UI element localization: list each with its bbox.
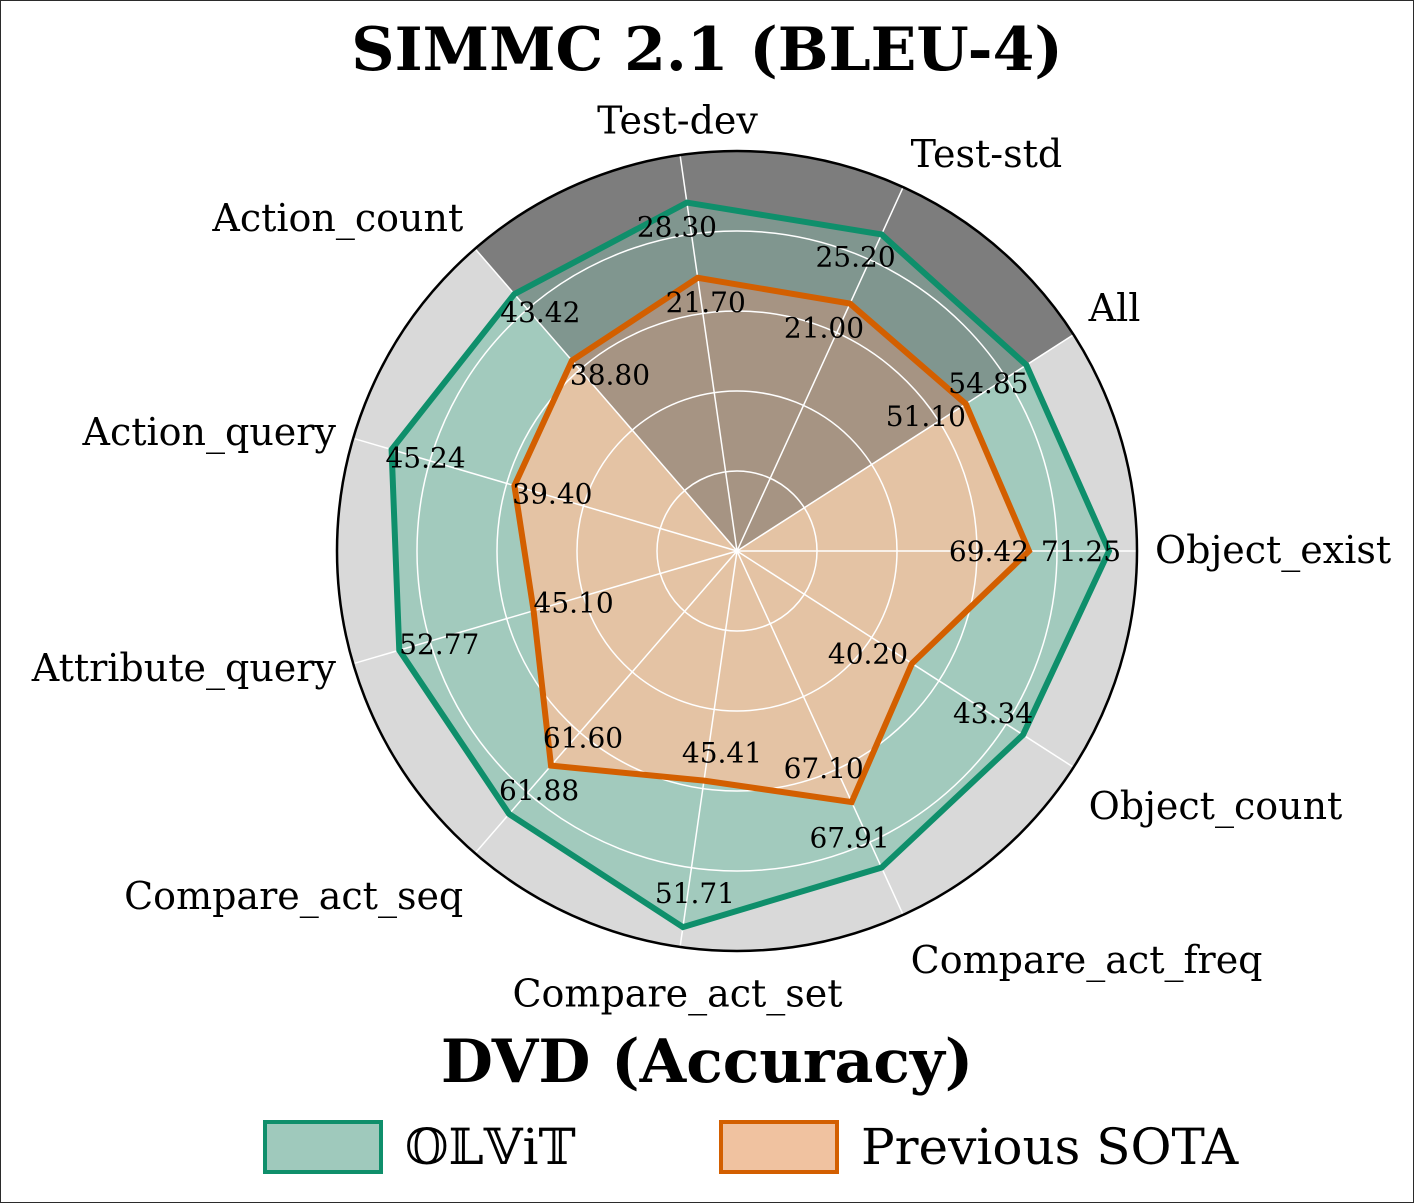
- value-label-olvit-object-count: 43.34: [953, 697, 1033, 730]
- value-label-olvit-all: 54.85: [948, 367, 1028, 400]
- axis-label-attribute-query: Attribute_query: [31, 646, 337, 691]
- legend-label-previous-sota: Previous SOTA: [861, 1118, 1239, 1176]
- series-fill-previous-sota: [514, 277, 1029, 803]
- axis-spoke-compare-act-freq: [736, 550, 908, 923]
- axis-label-action-count: Action_count: [211, 196, 463, 241]
- radar-rim: [335, 149, 1139, 953]
- value-label-olvit-compare-act-seq: 61.88: [499, 774, 579, 807]
- axis-label-object-count: Object_count: [1089, 784, 1343, 829]
- value-label-previous-sota-compare-act-freq: 67.10: [784, 752, 864, 785]
- axis-spoke-compare-act-seq: [469, 550, 738, 860]
- legend-swatch-previous-sota: [719, 1120, 839, 1174]
- value-label-previous-sota-action-query: 39.40: [512, 478, 592, 511]
- value-label-olvit-compare-act-set: 51.71: [655, 877, 735, 910]
- axis-label-all: All: [1088, 286, 1141, 330]
- value-label-olvit-test-dev: 28.30: [637, 211, 717, 244]
- value-label-olvit-test-std: 25.20: [815, 240, 895, 273]
- value-label-olvit-action-count: 43.42: [500, 296, 580, 329]
- axis-label-compare-act-seq: Compare_act_seq: [124, 874, 463, 919]
- chart-subtitle: DVD (Accuracy): [440, 1027, 974, 1097]
- legend-item-olvit: 𝕆𝕃𝕍i𝕋: [263, 1115, 576, 1179]
- value-label-previous-sota-all: 51.10: [886, 400, 966, 433]
- axis-label-test-dev: Test-dev: [597, 98, 758, 142]
- series-line-olvit: [388, 199, 1113, 931]
- value-label-previous-sota-compare-act-seq: 61.60: [543, 722, 623, 755]
- value-label-previous-sota-compare-act-set: 45.41: [682, 737, 762, 770]
- value-label-olvit-compare-act-freq: 67.91: [809, 822, 889, 855]
- axis-label-test-std: Test-std: [911, 132, 1063, 176]
- value-label-previous-sota-attribute-query: 45.10: [534, 587, 614, 620]
- axis-label-action-query: Action_query: [82, 410, 337, 455]
- axis-spoke-attribute-query: [345, 550, 738, 667]
- legend-item-previous-sota: Previous SOTA: [719, 1115, 1238, 1179]
- axis-label-compare-act-freq: Compare_act_freq: [911, 938, 1263, 983]
- axis-spoke-test-std: [736, 179, 908, 552]
- axis-spoke-test-dev: [678, 147, 738, 552]
- series-line-previous-sota: [511, 274, 1033, 806]
- value-label-previous-sota-object-exist: 69.42: [949, 535, 1029, 568]
- value-label-previous-sota-action-count: 38.80: [570, 359, 650, 392]
- axis-spoke-all: [736, 329, 1081, 552]
- axis-label-object-exist: Object_exist: [1155, 528, 1391, 573]
- value-label-olvit-attribute-query: 52.77: [399, 628, 479, 661]
- chart-title: SIMMC 2.1 (BLEU-4): [351, 15, 1063, 85]
- value-label-olvit-action-query: 45.24: [385, 442, 465, 475]
- value-label-previous-sota-test-dev: 21.70: [666, 286, 746, 319]
- value-label-previous-sota-test-std: 21.00: [784, 312, 864, 345]
- legend-label-olvit: 𝕆𝕃𝕍i𝕋: [405, 1118, 576, 1176]
- value-label-olvit-object-exist: 71.25: [1041, 535, 1121, 568]
- legend-swatch-olvit: [263, 1120, 383, 1174]
- axis-spoke-compare-act-set: [678, 550, 738, 955]
- axis-label-compare-act-set: Compare_act_set: [512, 972, 842, 1017]
- value-label-previous-sota-object-count: 40.20: [828, 637, 908, 670]
- axis-spoke-action-query: [345, 435, 738, 552]
